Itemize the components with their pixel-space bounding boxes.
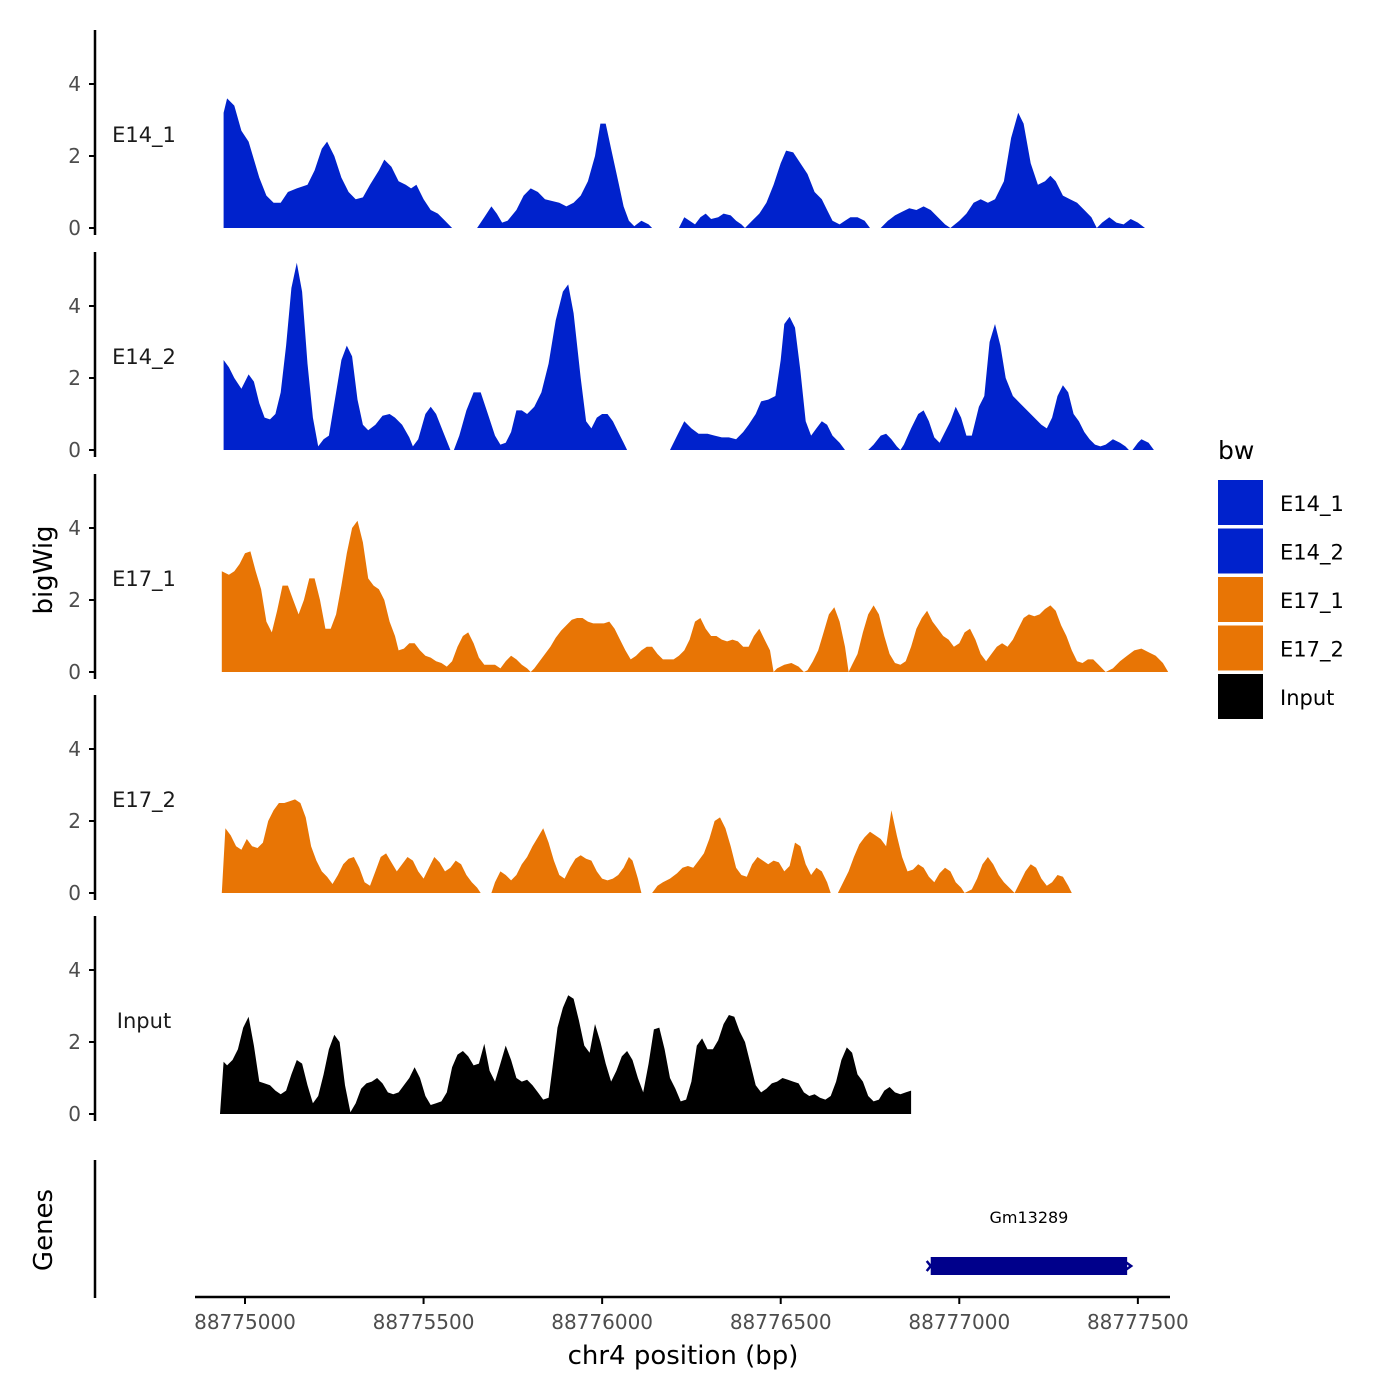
x-tick-label: 88775000	[194, 1310, 296, 1334]
legend-label: E14_2	[1280, 541, 1344, 566]
legend-swatch	[1218, 528, 1263, 574]
legend-entry-E14_1: E14_1	[1218, 480, 1344, 525]
y-tick-label: 0	[68, 216, 81, 240]
x-tick-label: 88777000	[908, 1310, 1010, 1334]
track-label: E17_1	[112, 567, 176, 592]
genes-panel: Gm13289	[93, 1160, 1134, 1298]
y-tick-label: 4	[68, 72, 81, 96]
legend-swatch	[1218, 674, 1263, 719]
y-tick-label: 0	[68, 881, 81, 905]
coverage-area-E14_2	[223, 262, 1154, 450]
strand-arrow-icon	[1123, 1259, 1134, 1273]
gene-label: Gm13289	[989, 1208, 1068, 1227]
x-axis-title: chr4 position (bp)	[568, 1341, 799, 1371]
y-tick-label: 4	[68, 516, 81, 540]
y-tick-label: 0	[68, 660, 81, 684]
legend-entry-E17_2: E17_2	[1218, 625, 1344, 671]
y-tick-label: 0	[68, 1102, 81, 1126]
gene-body	[930, 1257, 1128, 1275]
legend-label: E17_2	[1280, 638, 1344, 663]
legend-entry-E17_1: E17_1	[1218, 577, 1344, 622]
track-Input: 0 2 4 Input	[68, 916, 912, 1126]
x-axis: 88775000 88775500 88776000 88776500 88777000…	[194, 1295, 1189, 1334]
legend-swatch	[1218, 625, 1263, 671]
legend-label: Input	[1280, 686, 1334, 710]
y-axis-title: bigWig	[29, 525, 59, 614]
strand-arrow-icon	[925, 1260, 936, 1272]
track-E17_2: 0 2 4 E17_2	[68, 695, 1072, 905]
y-tick-label: 2	[68, 1030, 81, 1054]
legend-swatch	[1218, 480, 1263, 525]
track-label: E17_2	[112, 788, 176, 813]
coverage-area-E17_1	[221, 520, 1169, 672]
track-E14_1: 0 2 4 E14_1	[68, 30, 1146, 240]
y-tick-label: 4	[68, 294, 81, 318]
y-tick-label: 2	[68, 366, 81, 390]
x-tick-label: 88776500	[730, 1310, 832, 1334]
gene-Gm13289: Gm13289	[925, 1208, 1134, 1275]
legend-label: E17_1	[1280, 589, 1344, 614]
track-E17_1: 0 2 4 E17_1	[68, 474, 1169, 684]
genes-axis-title: Genes	[29, 1189, 59, 1271]
legend-entry-E14_2: E14_2	[1218, 528, 1344, 574]
y-tick-label: 4	[68, 737, 81, 761]
y-tick-label: 4	[68, 958, 81, 982]
y-tick-label: 2	[68, 588, 81, 612]
track-label: Input	[117, 1009, 171, 1033]
x-tick-label: 88775500	[373, 1310, 475, 1334]
coverage-tracks: 0 2 4 E14_1 0 2 4 E14_2 0 2 4 E17_1 0 2 4 E17_2 0 2 4 Input	[68, 30, 1169, 1126]
coverage-area-E17_2	[221, 799, 1072, 893]
y-tick-label: 2	[68, 809, 81, 833]
track-label: E14_1	[112, 123, 176, 148]
coverage-area-Input	[220, 995, 912, 1114]
y-tick-label: 2	[68, 144, 81, 168]
y-tick-label: 0	[68, 438, 81, 462]
legend-title: bw	[1218, 436, 1254, 465]
track-label: E14_2	[112, 345, 176, 370]
legend: bw E14_1 E14_2 E17_1 E17_2 Input	[1218, 436, 1344, 719]
coverage-area-E14_1	[223, 98, 1146, 229]
legend-label: E14_1	[1280, 492, 1344, 517]
x-tick-label: 88776000	[551, 1310, 653, 1334]
legend-entry-Input: Input	[1218, 674, 1334, 719]
legend-swatch	[1218, 577, 1263, 622]
track-E14_2: 0 2 4 E14_2	[68, 252, 1154, 462]
x-tick-label: 88777500	[1087, 1310, 1189, 1334]
